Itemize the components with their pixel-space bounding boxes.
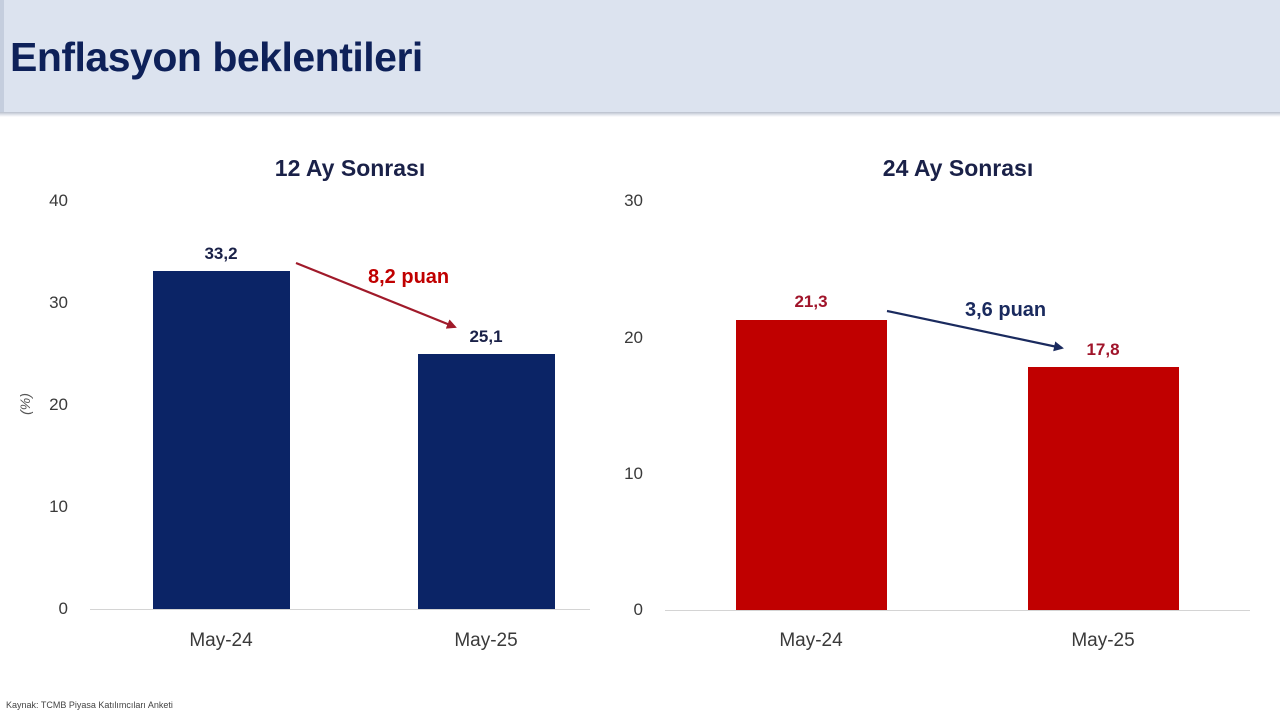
y-tick: 40: [49, 191, 68, 210]
y-tick: 10: [624, 464, 643, 483]
chart-title: 24 Ay Sonrası: [882, 155, 1034, 181]
page-title: Enflasyon beklentileri: [10, 34, 423, 80]
x-category-label: May-25: [454, 630, 518, 651]
y-tick: 0: [58, 599, 68, 618]
y-tick: 30: [49, 293, 68, 312]
bar-value-label: 33,2: [204, 244, 238, 263]
bar-may-24: [736, 320, 887, 610]
y-tick: 20: [624, 328, 643, 347]
x-category-label: May-25: [1071, 630, 1135, 651]
bar-value-label: 21,3: [794, 292, 828, 311]
bar-value-label: 17,8: [1086, 340, 1120, 359]
source-note: Kaynak: TCMB Piyasa Katılımcıları Anketi: [6, 700, 173, 710]
y-tick: 0: [633, 600, 643, 619]
bar-may-25: [418, 354, 555, 609]
y-tick: 30: [624, 191, 643, 210]
bar-value-label: 25,1: [469, 327, 503, 346]
delta-annotation: 3,6 puan: [965, 299, 1047, 321]
y-tick: 10: [49, 497, 68, 516]
bar-may-24: [153, 271, 290, 609]
chart-title: 12 Ay Sonrası: [274, 155, 426, 181]
x-axis-line: [90, 609, 590, 610]
x-category-label: May-24: [779, 630, 843, 651]
slide-header: [0, 0, 1280, 112]
header-divider: [0, 112, 1280, 117]
y-tick: 20: [49, 395, 68, 414]
x-category-label: May-24: [189, 630, 253, 651]
bar-may-25: [1028, 367, 1179, 610]
x-axis-line: [665, 610, 1250, 611]
